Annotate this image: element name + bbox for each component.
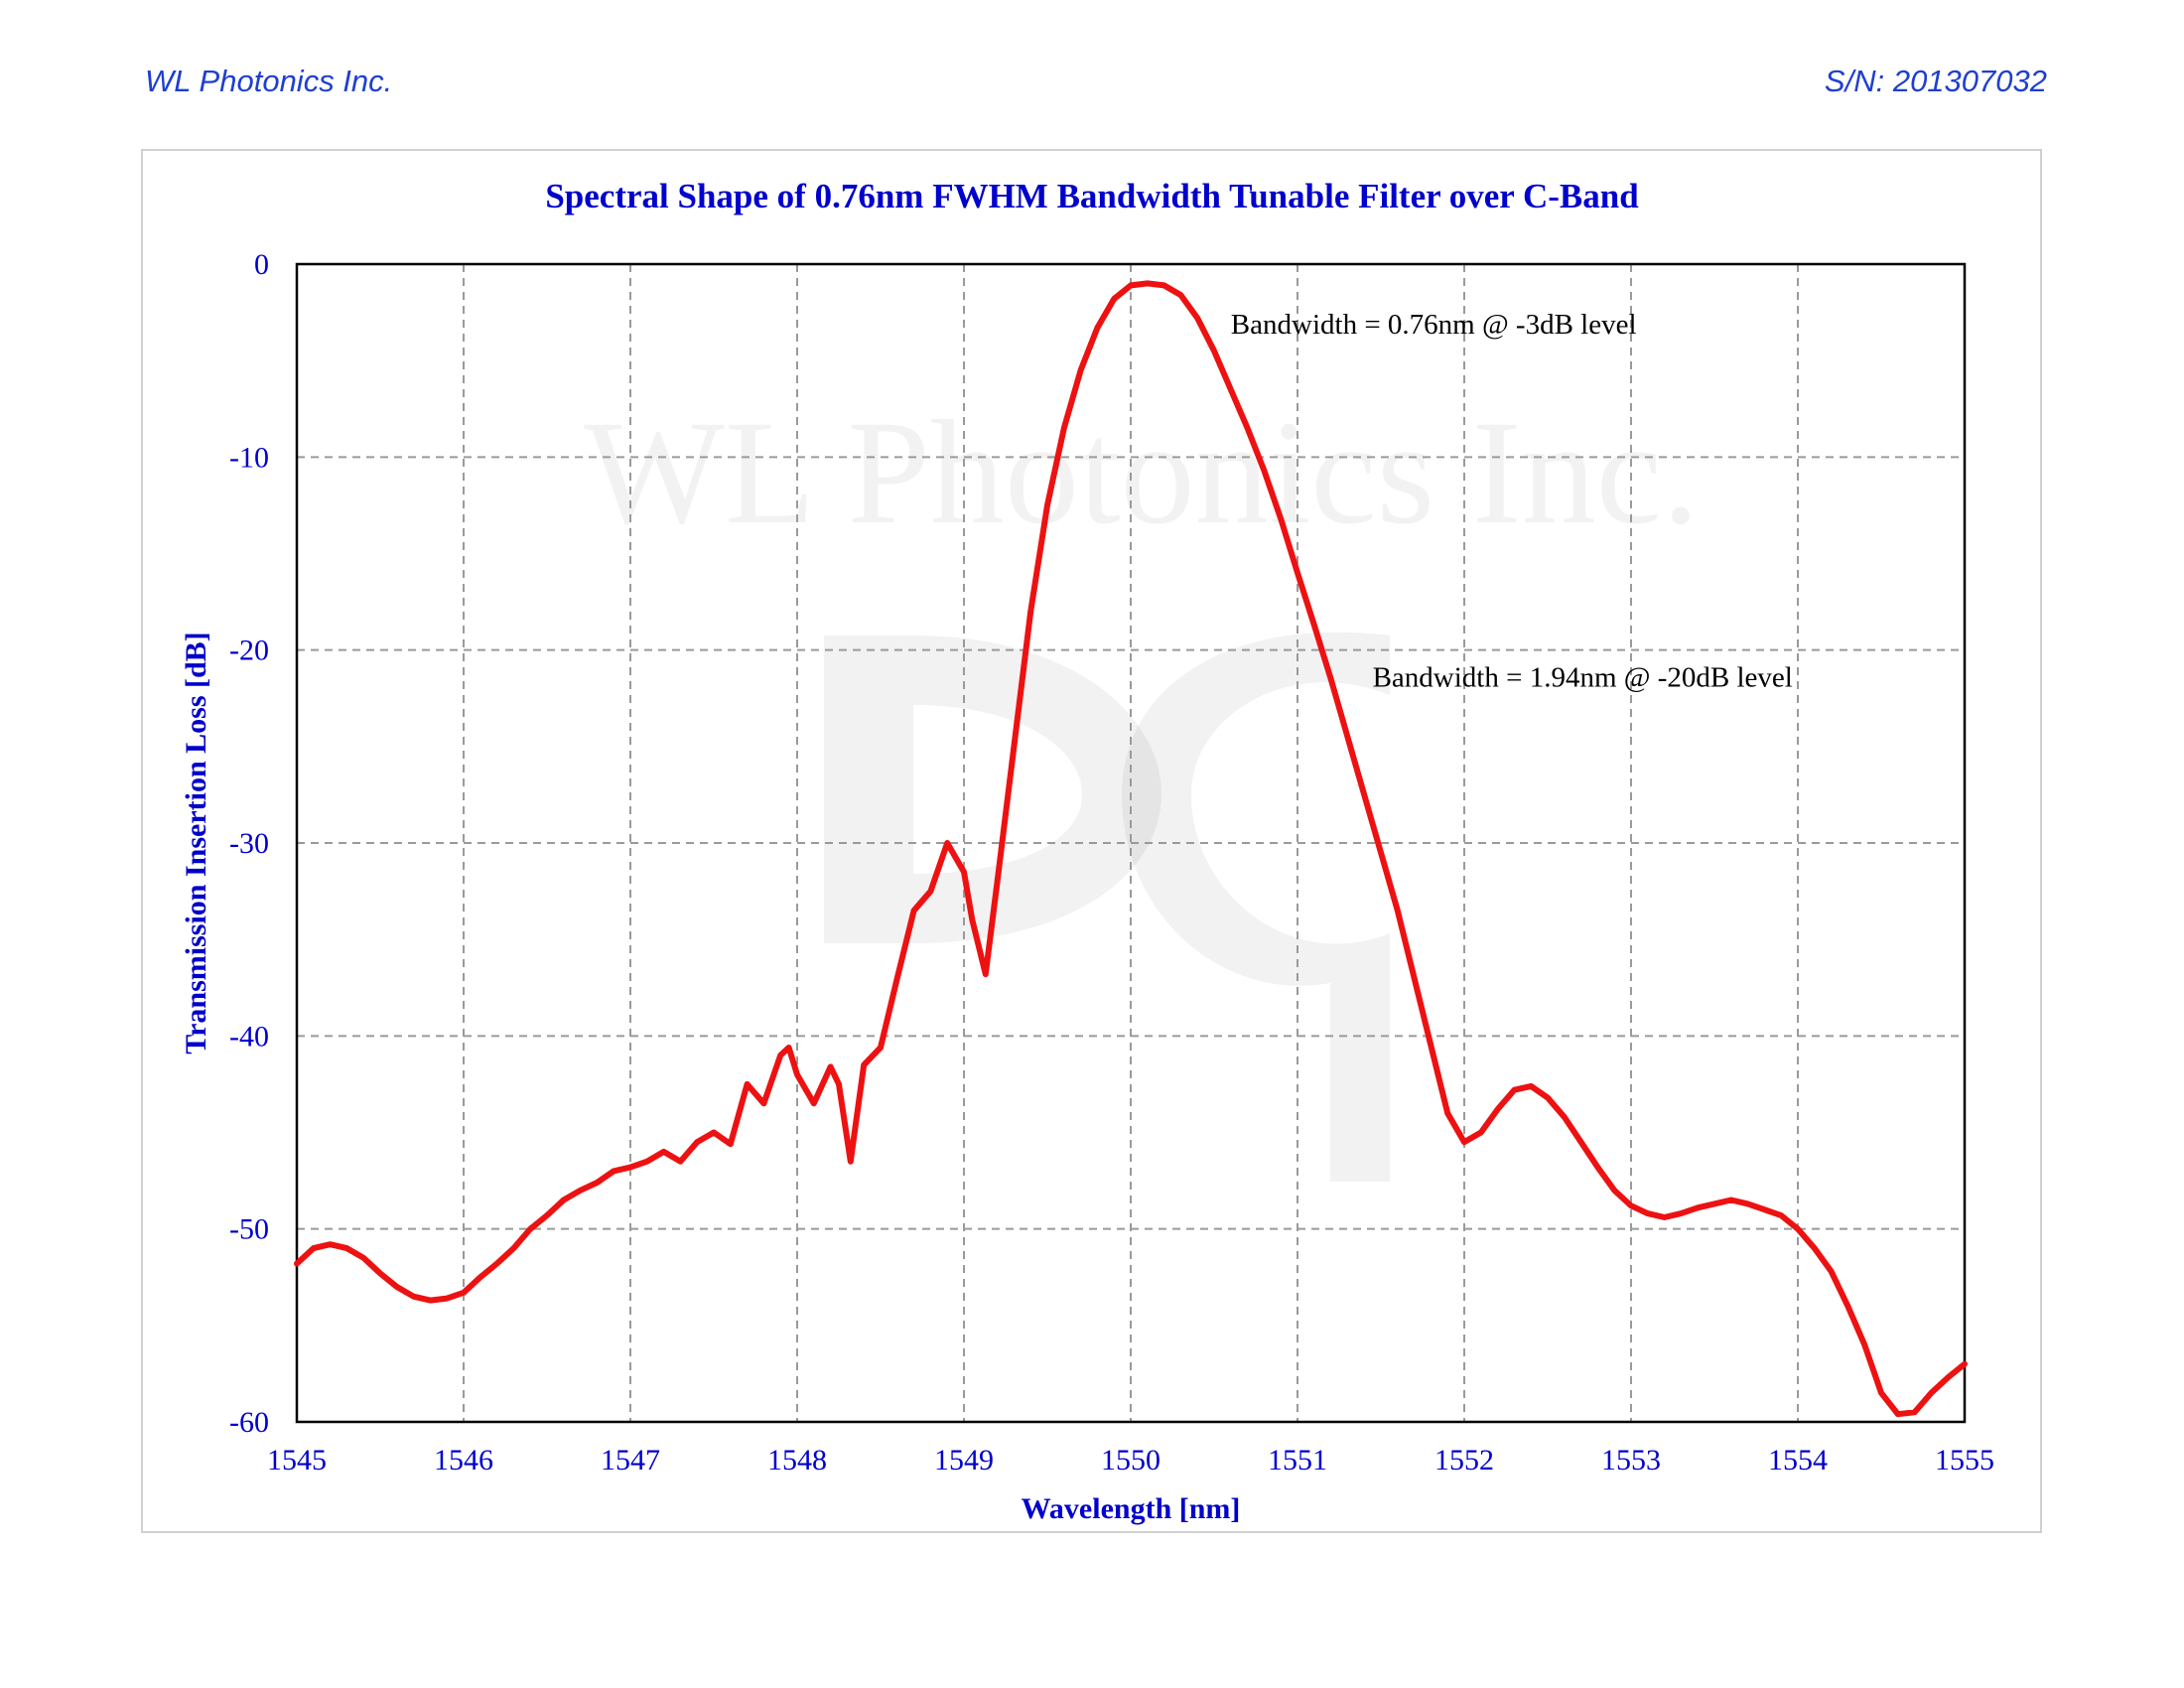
x-axis-label: Wavelength [nm] (1022, 1492, 1241, 1525)
y-axis-label: Transmission Insertion Loss [dB] (180, 632, 212, 1054)
y-tick-label: -30 (229, 827, 269, 860)
x-tick-label: 1550 (1101, 1444, 1160, 1477)
company-name: WL Photonics Inc. (145, 64, 393, 98)
x-tick-label: 1545 (267, 1444, 327, 1477)
y-tick-label: -20 (229, 634, 269, 667)
x-tick-label: 1549 (934, 1444, 994, 1477)
y-tick-label: -50 (229, 1213, 269, 1246)
spectral-curve (294, 280, 1968, 1418)
plot-area-border (295, 262, 1967, 1424)
x-tick-label: 1552 (1434, 1444, 1494, 1477)
x-tick-label: 1547 (601, 1444, 660, 1477)
tick-labels: 1545 1546 1547 1548 1549 1550 1551 1552 1553 1554… (229, 248, 1994, 1477)
x-tick-label: 1551 (1268, 1444, 1327, 1477)
y-tick-label: -60 (229, 1406, 269, 1439)
annotation-text: Bandwidth = 1.94nm @ -20dB level (1373, 662, 1793, 694)
chart-title: Spectral Shape of 0.76nm FWHM Bandwidth … (545, 177, 1639, 215)
grid (297, 264, 1965, 1422)
y-tick-label: -10 (229, 441, 269, 474)
annotations: Bandwidth = 0.76nm @ -3dB level Bandwidth… (1231, 309, 1793, 694)
annotation-text: Bandwidth = 0.76nm @ -3dB level (1231, 309, 1637, 341)
chart-frame (141, 149, 2042, 1533)
y-tick-label: 0 (254, 248, 269, 281)
x-tick-label: 1554 (1768, 1444, 1828, 1477)
x-tick-label: 1553 (1601, 1444, 1661, 1477)
serial-number: S/N: 201307032 (1824, 64, 2047, 98)
watermark-logo (824, 632, 1390, 1182)
x-tick-label: 1548 (767, 1444, 827, 1477)
x-tick-label: 1555 (1935, 1444, 1994, 1477)
x-tick-label: 1546 (434, 1444, 493, 1477)
y-tick-label: -40 (229, 1020, 269, 1053)
watermark-text: WL Photonics Inc. (584, 390, 1699, 555)
